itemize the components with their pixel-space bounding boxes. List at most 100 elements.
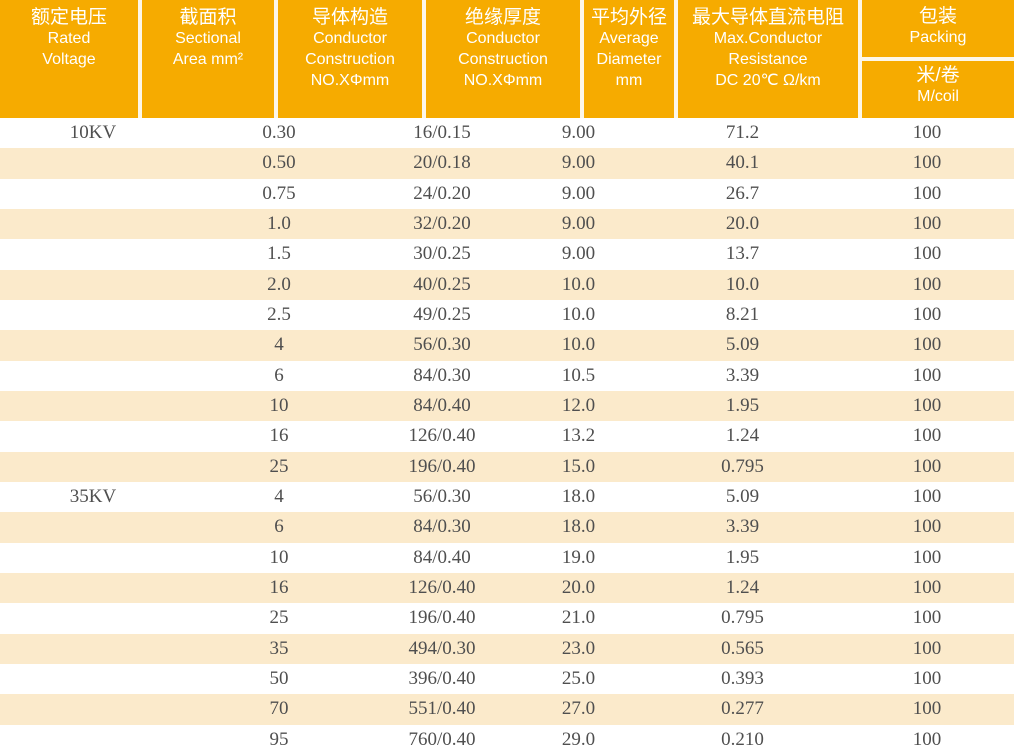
cell-conductor-construction: 30/0.25: [413, 243, 471, 265]
cell-sectional-area: 4: [274, 486, 284, 508]
table-row: 6 84/0.30 18.0 3.39 100: [0, 512, 1014, 543]
header-label-zh: 最大导体直流电阻: [691, 7, 844, 28]
cell-sectional-area: 2.0: [267, 273, 291, 295]
table-row: 10KV 0.30 16/0.15 9.00 71.2 100: [0, 118, 1014, 149]
cell-sectional-area: 0.75: [262, 182, 296, 204]
header-label-zh: 截面积: [179, 7, 237, 28]
cell-packing: 100: [912, 425, 942, 447]
header-label-en: NO.XΦmm: [310, 72, 390, 89]
cell-conductor-construction: 84/0.40: [413, 395, 471, 417]
table-row: 2.0 40/0.25 10.0 10.0 100: [0, 269, 1014, 300]
cell-sectional-area: 50: [269, 668, 289, 690]
cell-average-diameter: 9.00: [561, 213, 596, 235]
header-label-en: Voltage: [42, 51, 96, 68]
cell-sectional-area: 4: [274, 334, 284, 356]
cell-resistance: 40.1: [725, 152, 760, 174]
cell-packing: 100: [912, 668, 942, 690]
cell-conductor-construction: 49/0.25: [413, 304, 471, 326]
header-cell-packing: 包装 Packing 米/卷 M/coil: [862, 0, 1014, 118]
header-label-en: Area mm²: [172, 51, 244, 68]
header-label-en: Construction: [305, 51, 395, 68]
header-cell-average-diameter: 平均外径 Average Diameter mm: [584, 0, 674, 118]
cell-conductor-construction: 20/0.18: [413, 152, 471, 174]
header-label-en: Max.Conductor: [713, 30, 823, 47]
cell-average-diameter: 10.0: [561, 334, 596, 356]
table-row: 50 396/0.40 25.0 0.393 100: [0, 663, 1014, 695]
cell-sectional-area: 10: [269, 395, 289, 417]
cell-packing: 100: [912, 698, 942, 720]
cell-packing: 100: [912, 243, 942, 265]
cell-average-diameter: 18.0: [561, 516, 596, 538]
cell-resistance: 1.24: [725, 577, 760, 599]
table-row: 1.0 32/0.20 9.00 20.0 100: [0, 208, 1014, 240]
header-cell-conductor-construction: 导体构造 Conductor Construction NO.XΦmm: [278, 0, 422, 118]
table-row: 16 126/0.40 20.0 1.24 100: [0, 572, 1014, 604]
table-row: 1.5 30/0.25 9.00 13.7 100: [0, 239, 1014, 270]
cell-average-diameter: 10.0: [561, 304, 596, 326]
cell-conductor-construction: 126/0.40: [408, 577, 476, 599]
header-label-en: Packing: [909, 29, 967, 46]
cell-packing: 100: [912, 546, 942, 568]
cell-sectional-area: 1.0: [267, 213, 291, 235]
cell-conductor-construction: 126/0.40: [408, 425, 476, 447]
cell-packing: 100: [912, 455, 942, 477]
cell-resistance: 0.565: [721, 637, 764, 659]
header-label-zh: 平均外径: [590, 7, 667, 28]
packing-subheader: 米/卷 M/coil: [862, 61, 1014, 118]
cell-packing: 100: [912, 304, 942, 326]
header-label-en: Construction: [458, 51, 548, 68]
packing-header: 包装 Packing: [862, 0, 1014, 57]
cell-sectional-area: 16: [269, 425, 289, 447]
cell-average-diameter: 23.0: [561, 637, 596, 659]
cell-conductor-construction: 56/0.30: [413, 334, 471, 356]
cell-average-diameter: 13.2: [561, 425, 596, 447]
cell-packing: 100: [912, 182, 942, 204]
table-row: 0.50 20/0.18 9.00 40.1 100: [0, 148, 1014, 179]
cell-sectional-area: 10: [269, 546, 289, 568]
cell-packing: 100: [912, 334, 942, 356]
cell-resistance: 0.795: [721, 607, 764, 629]
cell-resistance: 0.277: [721, 698, 764, 720]
cell-conductor-construction: 196/0.40: [408, 607, 476, 629]
table-row: 16 126/0.40 13.2 1.24 100: [0, 421, 1014, 452]
cell-packing: 100: [912, 577, 942, 599]
cell-average-diameter: 9.00: [561, 122, 596, 144]
cell-sectional-area: 0.50: [262, 152, 296, 174]
cell-packing: 100: [912, 273, 942, 295]
cell-resistance: 13.7: [725, 243, 760, 265]
cell-conductor-construction: 40/0.25: [413, 273, 471, 295]
cell-packing: 100: [912, 395, 942, 417]
cell-conductor-construction: 551/0.40: [408, 698, 476, 720]
table-row: 10 84/0.40 12.0 1.95 100: [0, 390, 1014, 422]
cell-packing: 100: [912, 213, 942, 235]
cell-average-diameter: 25.0: [561, 668, 596, 690]
table-row: 70 551/0.40 27.0 0.277 100: [0, 694, 1014, 725]
header-label-en: DC 20℃ Ω/km: [715, 72, 821, 89]
cell-packing: 100: [912, 607, 942, 629]
table-row: 2.5 49/0.25 10.0 8.21 100: [0, 299, 1014, 331]
cell-resistance: 20.0: [725, 213, 760, 235]
cell-sectional-area: 2.5: [267, 304, 291, 326]
header-label-zh: 导体构造: [311, 7, 388, 28]
cell-resistance: 3.39: [725, 516, 760, 538]
table-row: 6 84/0.30 10.5 3.39 100: [0, 360, 1014, 391]
cell-conductor-construction: 16/0.15: [413, 122, 471, 144]
cell-conductor-construction: 32/0.20: [413, 213, 471, 235]
cell-sectional-area: 6: [274, 364, 284, 386]
cell-packing: 100: [912, 486, 942, 508]
header-label-en: Sectional: [175, 30, 241, 47]
table-row: 25 196/0.40 15.0 0.795 100: [0, 451, 1014, 482]
header-cell-insulation-thickness: 绝缘厚度 Conductor Construction NO.XΦmm: [426, 0, 580, 118]
cell-rated-voltage: 10KV: [69, 122, 117, 144]
cell-conductor-construction: 494/0.30: [408, 637, 476, 659]
table-row: 25 196/0.40 21.0 0.795 100: [0, 603, 1014, 634]
header-label-en: mm: [615, 72, 643, 89]
header-label-en: Resistance: [728, 51, 808, 68]
cell-resistance: 0.210: [721, 728, 764, 750]
table-row: 35 494/0.30 23.0 0.565 100: [0, 633, 1014, 664]
cell-resistance: 5.09: [725, 334, 760, 356]
cell-average-diameter: 10.5: [561, 364, 596, 386]
cell-conductor-construction: 24/0.20: [413, 182, 471, 204]
table-row: 10 84/0.40 19.0 1.95 100: [0, 542, 1014, 573]
header-cell-sectional-area: 截面积 Sectional Area mm²: [142, 0, 274, 118]
